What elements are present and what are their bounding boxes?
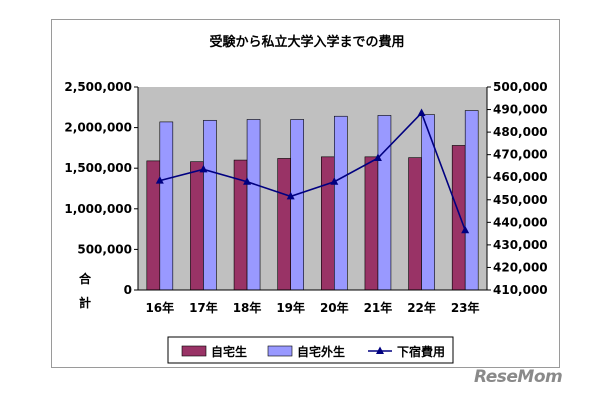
line-series [155, 108, 470, 234]
bar-home-7 [408, 157, 422, 291]
right-axis: 410,000 420,000 430,000 440,000 450,000 460,0… [486, 80, 548, 297]
bar-home-8 [451, 145, 466, 291]
x-tick-label: 22年 [407, 300, 436, 315]
x-tick-label: 17年 [189, 300, 218, 315]
left-tick-label: 1,500,000 [64, 161, 132, 175]
left-tick-label: 1,000,000 [64, 202, 132, 216]
right-tick-label: 490,000 [493, 103, 548, 117]
right-tick-label: 480,000 [493, 125, 548, 139]
right-tick-label: 500,000 [493, 80, 548, 94]
x-tick-label: 18年 [233, 300, 262, 315]
left-tick-label: 0 [124, 283, 132, 297]
y-axis-label-char-2: 計 [79, 295, 91, 310]
bar-home-2 [190, 161, 204, 291]
lodging-cost-point-8 [461, 225, 470, 234]
lodging-cost-line [159, 111, 466, 231]
x-axis: 16年 17年 18年 19年 20年 21年 22年 23年 [138, 289, 487, 315]
left-tick-label: 2,500,000 [64, 80, 132, 94]
x-tick-label: 16年 [145, 300, 174, 315]
legend-swatch-2 [267, 345, 293, 357]
legend: 自宅生 自宅外生 下宿費用 [181, 344, 445, 359]
bar-away-8 [464, 110, 479, 291]
right-tick-label: 410,000 [493, 283, 548, 297]
bar-home-4 [277, 158, 291, 291]
lodging-cost-point-2 [199, 164, 208, 173]
bar-home-6 [364, 156, 379, 291]
bar-away-4 [290, 119, 304, 291]
right-tick-label: 470,000 [493, 148, 548, 162]
legend-label-3: 下宿費用 [397, 344, 445, 359]
legend-label-2: 自宅外生 [297, 344, 345, 359]
lodging-cost-point-3 [243, 177, 252, 185]
chart-title: 受験から私立大学入学までの費用 [209, 34, 404, 50]
right-tick-label: 440,000 [493, 215, 548, 229]
lodging-cost-point-6 [373, 153, 382, 162]
legend-triangle-marker [376, 346, 384, 354]
x-tick-label: 19年 [276, 300, 305, 315]
x-tick-label: 23年 [451, 300, 480, 315]
left-axis: 0 500,000 1,000,000 1,500,000 2,000,000 2,500… [64, 80, 139, 297]
bar-away-3 [246, 119, 261, 291]
bar-home-5 [321, 156, 335, 291]
resemom-logo: ReseMom [474, 367, 563, 387]
right-tick-label: 430,000 [493, 238, 548, 252]
chart-svg: 受験から私立大学入学までの費用 0 500,000 1,000,000 1,500,0… [64, 34, 548, 364]
legend-swatch-1 [181, 345, 207, 357]
x-tick-label: 20年 [320, 300, 349, 315]
left-tick-label: 500,000 [77, 242, 132, 256]
lodging-cost-point-1 [155, 176, 164, 184]
bar-away-5 [334, 115, 348, 291]
legend-box [167, 336, 454, 364]
lodging-cost-point-4 [286, 191, 295, 200]
bar-away-2 [203, 119, 217, 291]
right-tick-label: 460,000 [493, 170, 548, 184]
legend-label-1: 自宅生 [211, 344, 247, 359]
x-tick-label: 21年 [364, 300, 393, 315]
chart-frame: 受験から私立大学入学までの費用 0 500,000 1,000,000 1,500,0… [51, 19, 560, 368]
right-tick-label: 450,000 [493, 193, 548, 207]
bar-series [146, 110, 479, 291]
y-axis-label-char-1: 合 [79, 271, 92, 286]
right-tick-label: 420,000 [493, 260, 548, 274]
lodging-cost-point-5 [330, 177, 339, 185]
lodging-cost-point-7 [417, 108, 426, 116]
bar-away-1 [159, 121, 174, 291]
bar-away-6 [377, 115, 392, 291]
left-tick-label: 2,000,000 [64, 121, 132, 135]
